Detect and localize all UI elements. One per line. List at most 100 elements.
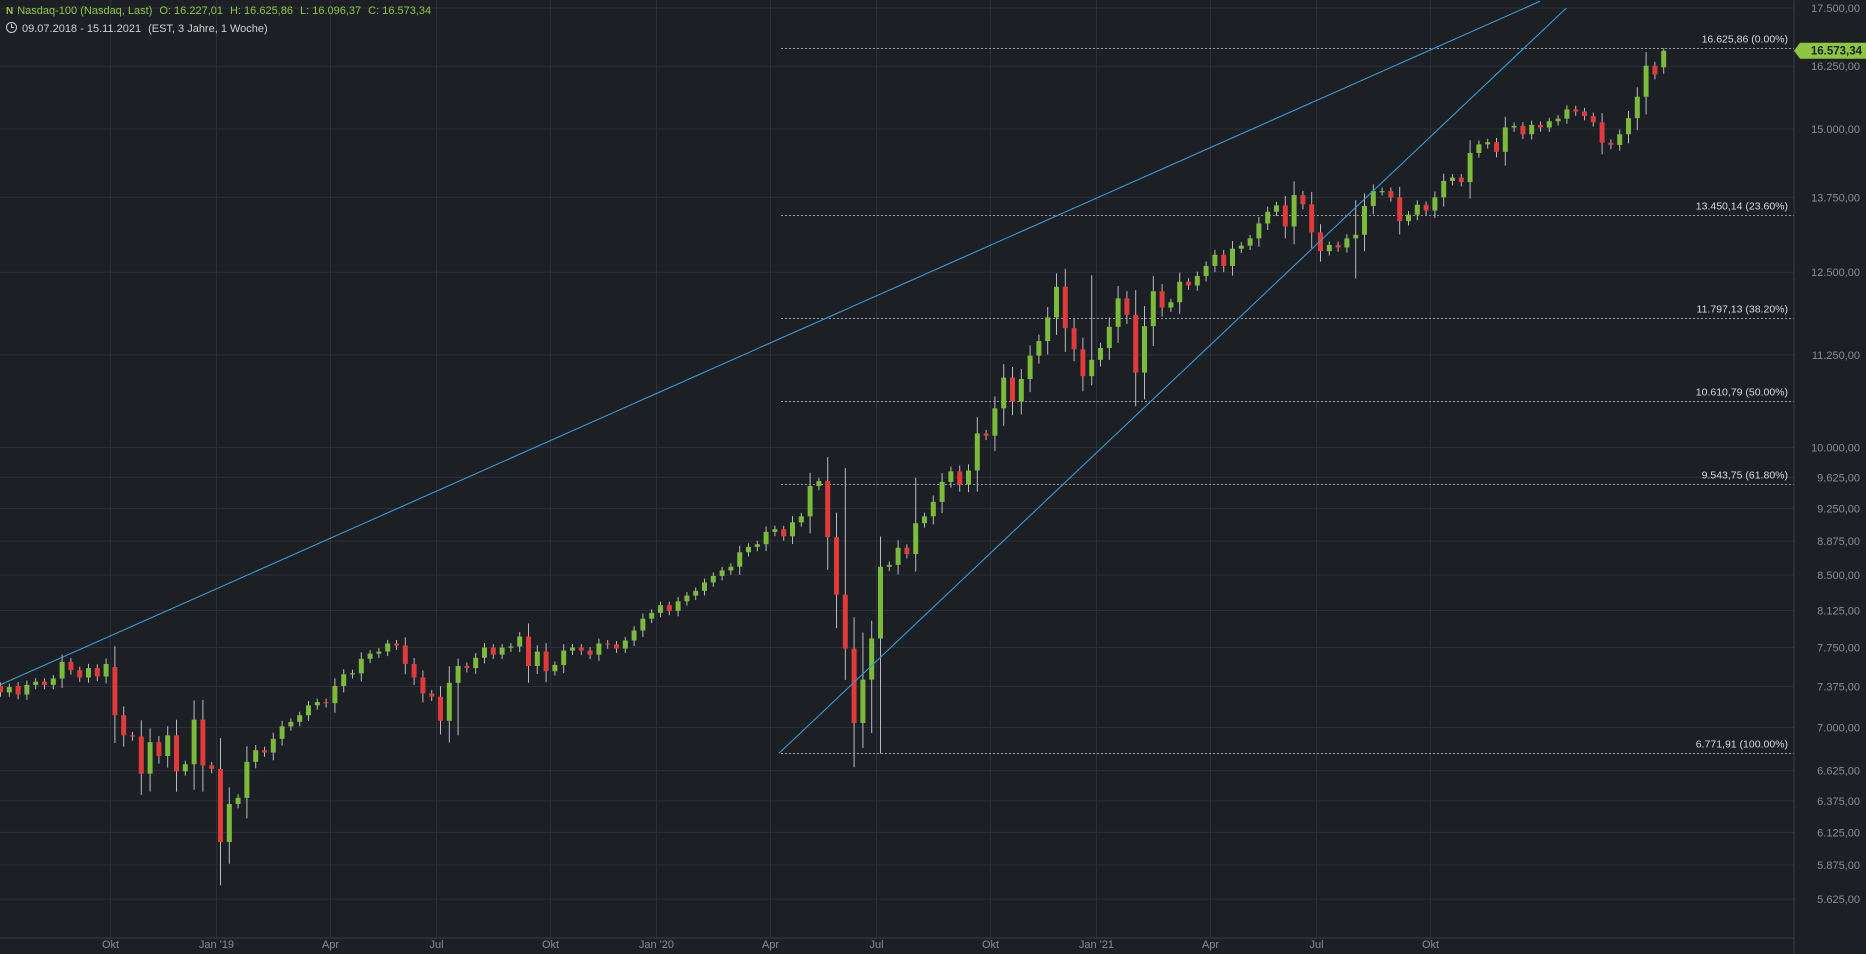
candle[interactable] <box>1608 139 1614 150</box>
candle[interactable] <box>842 468 848 680</box>
candle-body[interactable] <box>1502 127 1508 152</box>
candle[interactable] <box>1124 291 1130 324</box>
candle-body[interactable] <box>1071 328 1077 350</box>
candle[interactable] <box>376 648 382 658</box>
candle-body[interactable] <box>596 643 602 655</box>
candle-body[interactable] <box>358 658 364 674</box>
last-price-tag[interactable]: 16.573,34 <box>1794 42 1866 59</box>
candle-body[interactable] <box>622 640 628 649</box>
candle[interactable] <box>1564 105 1570 124</box>
candle[interactable] <box>719 566 725 581</box>
candle[interactable] <box>1186 278 1191 290</box>
candle[interactable] <box>1318 224 1323 262</box>
candle-body[interactable] <box>1564 109 1570 119</box>
candle-body[interactable] <box>754 544 760 547</box>
candle[interactable] <box>622 636 628 654</box>
candle-body[interactable] <box>1494 142 1499 152</box>
candle-body[interactable] <box>1291 195 1297 227</box>
candle-body[interactable] <box>1098 347 1103 360</box>
candle-body[interactable] <box>552 664 558 672</box>
candle-body[interactable] <box>1353 234 1359 239</box>
candle[interactable] <box>226 787 232 864</box>
candle-body[interactable] <box>1423 204 1429 211</box>
candle[interactable] <box>482 643 487 664</box>
candle[interactable] <box>781 525 787 541</box>
candle-body[interactable] <box>763 531 769 545</box>
candle-body[interactable] <box>728 566 734 571</box>
candle-body[interactable] <box>684 595 690 602</box>
candle[interactable] <box>429 689 435 702</box>
candle-body[interactable] <box>1555 118 1561 122</box>
candle[interactable] <box>1617 129 1623 151</box>
candle-body[interactable] <box>138 736 144 774</box>
candle[interactable] <box>24 680 30 700</box>
candle[interactable] <box>1212 249 1218 273</box>
candle[interactable] <box>1098 342 1103 367</box>
candle[interactable] <box>1370 184 1376 215</box>
candle-body[interactable] <box>15 685 21 695</box>
candle[interactable] <box>385 639 391 657</box>
candle[interactable] <box>209 761 215 774</box>
candle-body[interactable] <box>200 719 206 766</box>
candle-body[interactable] <box>94 668 100 677</box>
candle[interactable] <box>517 632 523 653</box>
candle-body[interactable] <box>1379 191 1385 193</box>
candle[interactable] <box>1300 190 1306 210</box>
candle[interactable] <box>1353 200 1359 279</box>
candle[interactable] <box>587 647 593 660</box>
candle[interactable] <box>1626 110 1631 144</box>
candle[interactable] <box>121 706 127 747</box>
candle-body[interactable] <box>1265 211 1271 224</box>
candle-body[interactable] <box>1414 204 1420 215</box>
candle-body[interactable] <box>1010 377 1015 402</box>
candle[interactable] <box>473 653 479 674</box>
candle[interactable] <box>790 516 795 545</box>
candle-body[interactable] <box>772 529 778 532</box>
candle[interactable] <box>68 658 74 675</box>
candle-body[interactable] <box>1476 144 1482 153</box>
candle-body[interactable] <box>24 684 30 695</box>
candle-body[interactable] <box>860 679 866 723</box>
candle[interactable] <box>394 639 399 650</box>
candle-body[interactable] <box>1238 245 1244 249</box>
candle-body[interactable] <box>446 682 452 721</box>
candle-body[interactable] <box>1397 197 1403 222</box>
candle[interactable] <box>1502 116 1508 166</box>
candle[interactable] <box>314 698 320 710</box>
candle-body[interactable] <box>605 643 611 645</box>
candle-body[interactable] <box>939 481 945 502</box>
candle-body[interactable] <box>798 516 804 523</box>
candle[interactable] <box>1362 193 1367 252</box>
candle-body[interactable] <box>1203 265 1209 276</box>
candle-body[interactable] <box>1045 317 1051 342</box>
candle[interactable] <box>253 745 259 769</box>
candle[interactable] <box>763 526 769 552</box>
candle[interactable] <box>420 670 426 703</box>
candle[interactable] <box>15 682 21 700</box>
candle-body[interactable] <box>490 647 496 655</box>
candle[interactable] <box>270 732 276 761</box>
candle[interactable] <box>499 644 505 660</box>
candle-body[interactable] <box>288 721 294 727</box>
candle-body[interactable] <box>1027 355 1033 380</box>
candle-body[interactable] <box>1212 254 1218 266</box>
candle[interactable] <box>279 720 285 746</box>
candle[interactable] <box>1018 369 1024 415</box>
candle-body[interactable] <box>244 761 250 798</box>
candle[interactable] <box>1467 140 1473 199</box>
candle-body[interactable] <box>1230 248 1235 266</box>
candle[interactable] <box>1661 48 1667 74</box>
candle[interactable] <box>306 700 311 721</box>
trendline[interactable] <box>0 0 1541 686</box>
candle-body[interactable] <box>1115 298 1121 327</box>
candle[interactable] <box>165 726 171 768</box>
candle[interactable] <box>1203 261 1209 282</box>
candle-body[interactable] <box>1124 298 1130 315</box>
candle[interactable] <box>1080 337 1086 392</box>
candle[interactable] <box>570 644 575 655</box>
candle[interactable] <box>1414 200 1420 221</box>
candle-body[interactable] <box>1335 245 1341 248</box>
candle-body[interactable] <box>675 601 681 611</box>
candle-body[interactable] <box>438 696 443 721</box>
candle-body[interactable] <box>1282 205 1288 227</box>
